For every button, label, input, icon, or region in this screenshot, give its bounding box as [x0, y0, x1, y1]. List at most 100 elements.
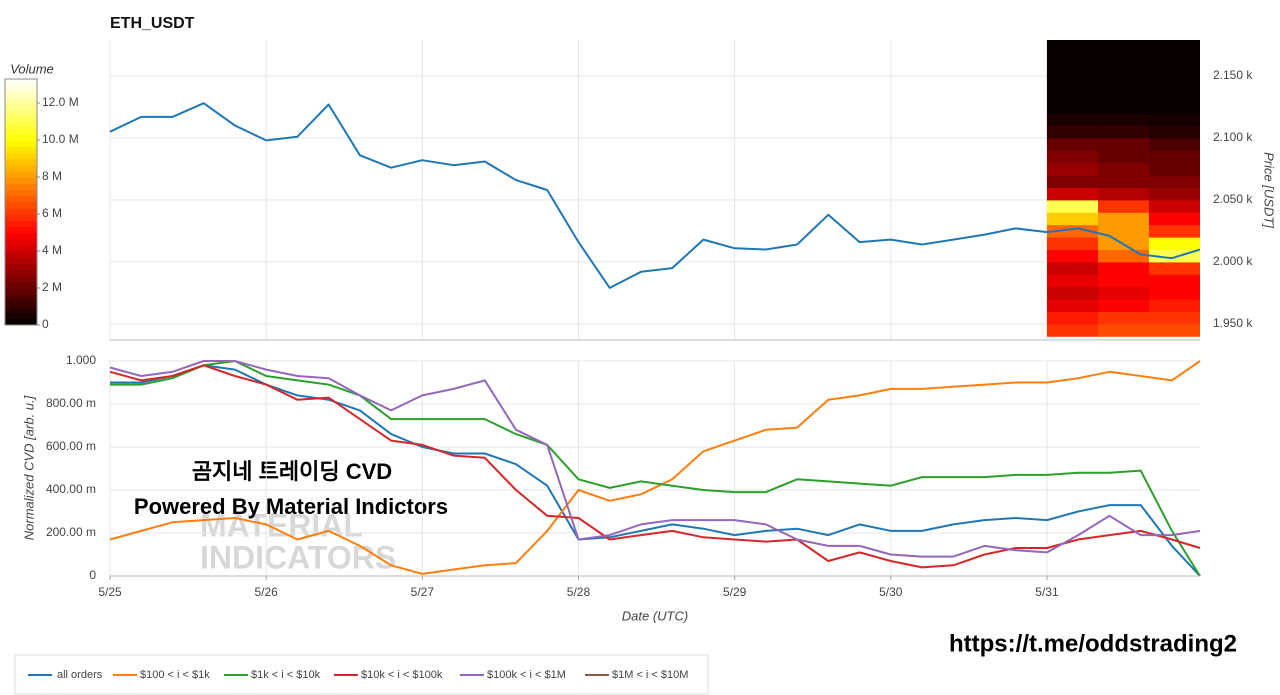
heatmap-cell [1148, 299, 1200, 312]
colorbar-tick-label: 10.0 M [42, 132, 79, 146]
heatmap-cell [1148, 150, 1200, 164]
y-axis-label: Price [USDT] [1262, 152, 1277, 228]
watermark: INDICATORS [200, 539, 396, 575]
colorbar-label: Volume [10, 61, 54, 76]
caption: 곰지네 트레이딩 CVD [192, 459, 392, 484]
series-line [110, 360, 1201, 577]
colorbar-segment [5, 220, 37, 228]
colorbar-segment [5, 146, 37, 154]
heatmap-cell [1148, 261, 1200, 275]
colorbar-segment [5, 245, 37, 252]
heatmap-cell [1046, 100, 1099, 114]
heatmap-cell [1148, 137, 1200, 151]
colorbar-segment [5, 103, 37, 111]
heatmap-cell [1148, 175, 1200, 189]
heatmap-cell [1098, 224, 1150, 238]
colorbar-segment [5, 140, 37, 148]
colorbar-segment [5, 275, 37, 283]
heatmap [1046, 40, 1200, 337]
heatmap-cell [1148, 51, 1200, 65]
y-axis-label: Normalized CVD [arb. u.] [21, 395, 36, 540]
colorbar-segment [5, 306, 37, 314]
heatmap-cell [1148, 113, 1200, 127]
heatmap-cell [1046, 113, 1099, 127]
heatmap-cell [1148, 125, 1200, 139]
heatmap-cell [1148, 274, 1200, 288]
colorbar-segment [5, 115, 37, 123]
heatmap-cell [1098, 162, 1150, 176]
y-tick-label: 200.00 m [46, 525, 96, 539]
heatmap-cell [1046, 187, 1099, 201]
heatmap-cell [1098, 187, 1150, 201]
heatmap-cell [1098, 88, 1150, 102]
colorbar-segment [5, 257, 37, 264]
heatmap-cell [1098, 40, 1150, 52]
y-tick-label: 800.00 m [46, 396, 96, 410]
heatmap-cell [1046, 212, 1099, 226]
heatmap-cell [1098, 63, 1150, 77]
heatmap-cell [1046, 286, 1099, 300]
colorbar-segment [5, 177, 37, 185]
heatmap-cell [1148, 323, 1200, 337]
colorbar-segment [5, 288, 37, 295]
colorbar-segment [5, 183, 37, 191]
heatmap-cell [1046, 311, 1099, 325]
heatmap-cell [1046, 150, 1099, 164]
colorbar-segment [5, 158, 37, 166]
colorbar-segment [5, 134, 37, 141]
heatmap-cell [1148, 286, 1200, 300]
y-tick-label: 600.00 m [46, 439, 96, 453]
colorbar-tick-label: 2 M [42, 280, 62, 294]
colorbar-segment [5, 300, 37, 308]
heatmap-cell [1046, 274, 1099, 288]
heatmap-cell [1098, 286, 1150, 300]
heatmap-cell [1098, 261, 1150, 275]
y-tick-label: 400.00 m [46, 482, 96, 496]
x-tick-label: 5/29 [723, 585, 747, 599]
heatmap-cell [1098, 125, 1150, 139]
x-tick-label: 5/27 [411, 585, 435, 599]
heatmap-cell [1098, 137, 1150, 151]
heatmap-cell [1046, 199, 1099, 213]
colorbar-segment [5, 85, 37, 92]
colorbar-segment [5, 122, 37, 129]
heatmap-cell [1046, 51, 1099, 65]
heatmap-cell [1046, 75, 1099, 89]
heatmap-cell [1148, 311, 1200, 325]
y-tick-label: 2.000 k [1213, 254, 1253, 268]
y-tick-label: 1.950 k [1213, 316, 1253, 330]
colorbar-segment [5, 226, 37, 234]
heatmap-cell [1098, 323, 1150, 337]
x-tick-label: 5/28 [567, 585, 591, 599]
series-line [109, 102, 1201, 289]
colorbar-segment [5, 165, 37, 172]
series-line [109, 360, 1201, 575]
colorbar-segment [5, 294, 37, 301]
heatmap-cell [1098, 212, 1150, 226]
colorbar-segment [5, 195, 37, 203]
heatmap-cell [1148, 63, 1200, 77]
heatmap-cell [1148, 75, 1200, 89]
colorbar-segment [5, 91, 37, 98]
y-tick-label: 1.000 [66, 353, 96, 367]
colorbar-segment [5, 312, 37, 320]
heatmap-cell [1046, 237, 1099, 251]
colorbar-tick-label: 12.0 M [42, 95, 79, 109]
series-line [109, 360, 1201, 558]
y-tick-label: 2.100 k [1213, 130, 1253, 144]
heatmap-cell [1046, 88, 1099, 102]
heatmap-cell [1098, 51, 1150, 65]
colorbar-segment [5, 251, 37, 258]
heatmap-cell [1148, 88, 1200, 102]
heatmap-cell [1046, 299, 1099, 312]
watermark: MATERIAL [200, 507, 363, 543]
heatmap-cell [1098, 299, 1150, 312]
colorbar-segment [5, 214, 37, 221]
colorbar-segment [5, 79, 37, 86]
heatmap-cell [1046, 137, 1099, 151]
colorbar-segment [5, 97, 37, 105]
colorbar-segment [5, 232, 37, 240]
colorbar-segment [5, 208, 37, 215]
legend-label: $10k < i < $100k [361, 669, 443, 681]
colorbar-segment [5, 189, 37, 197]
